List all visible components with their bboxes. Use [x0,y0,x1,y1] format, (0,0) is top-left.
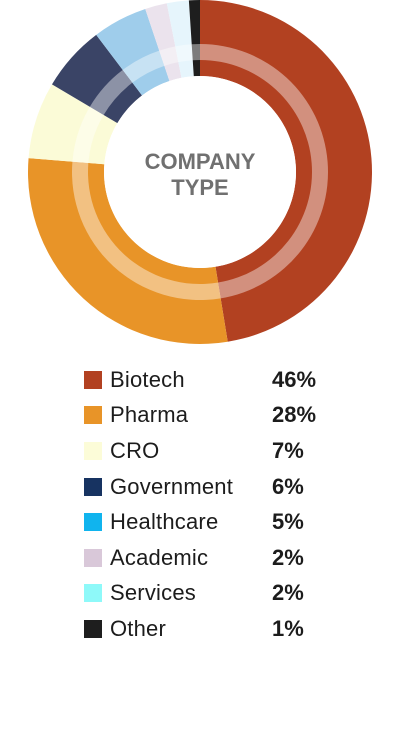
legend-swatch [84,513,102,532]
inner-band-government [89,69,133,115]
legend-value: 46% [272,366,317,392]
inner-band-healthcare [122,50,165,83]
legend-label: Other [110,615,167,641]
legend-label: CRO [110,437,160,463]
legend-swatch [84,619,102,638]
legend-value: 5% [272,509,304,535]
legend-label: Services [110,580,196,606]
inner-band-cro [72,106,104,163]
legend-label: Biotech [110,366,185,392]
inner-band-biotech [200,44,329,299]
legend-item-biotech: Biotech 46% [84,362,344,398]
slice-cro [28,84,118,165]
legend-item-healthcare: Healthcare 5% [84,504,344,540]
slice-government [51,34,143,124]
slice-biotech [200,0,372,342]
legend-item-government: Government 6% [84,469,344,505]
legend-item-cro: CRO 7% [84,433,344,469]
slice-services [166,0,194,78]
slice-other [188,0,200,77]
legend-swatch [84,477,102,496]
donut-chart: COMPANY TYPE [27,0,372,344]
legend-value: 2% [272,580,304,606]
donut-hole [104,76,296,268]
outer-ring [27,0,372,344]
legend-swatch [84,548,102,567]
legend-swatch [84,406,102,425]
slice-academic [145,3,182,81]
legend-swatch [84,441,102,460]
legend-value: 6% [272,473,304,499]
legend-label: Academic [110,544,209,570]
chart-title-line-1: COMPANY [145,149,256,174]
legend-label: Government [110,473,234,499]
legend-value: 2% [272,544,304,570]
slice-pharma [27,158,228,344]
legend-item-pharma: Pharma 28% [84,398,344,434]
legend: Biotech 46% Pharma 28% CRO 7% Government 6% Heal… [84,362,344,647]
legend-item-services: Services 2% [84,576,344,612]
slice-healthcare [96,8,170,96]
inner-ring [71,44,329,301]
legend-swatch [84,584,102,603]
chart-title-line-2: TYPE [171,175,228,200]
inner-band-services [175,44,193,63]
legend-value: 1% [272,615,304,641]
legend-value: 7% [272,437,304,463]
inner-band-other [191,44,200,61]
legend-value: 28% [272,402,317,428]
legend-label: Pharma [110,402,189,428]
legend-label: Healthcare [110,509,219,535]
legend-swatch [84,370,102,389]
legend-item-academic: Academic 2% [84,540,344,576]
legend-item-other: Other 1% [84,611,344,647]
inner-band-pharma [71,161,221,301]
inner-band-academic [159,46,179,66]
